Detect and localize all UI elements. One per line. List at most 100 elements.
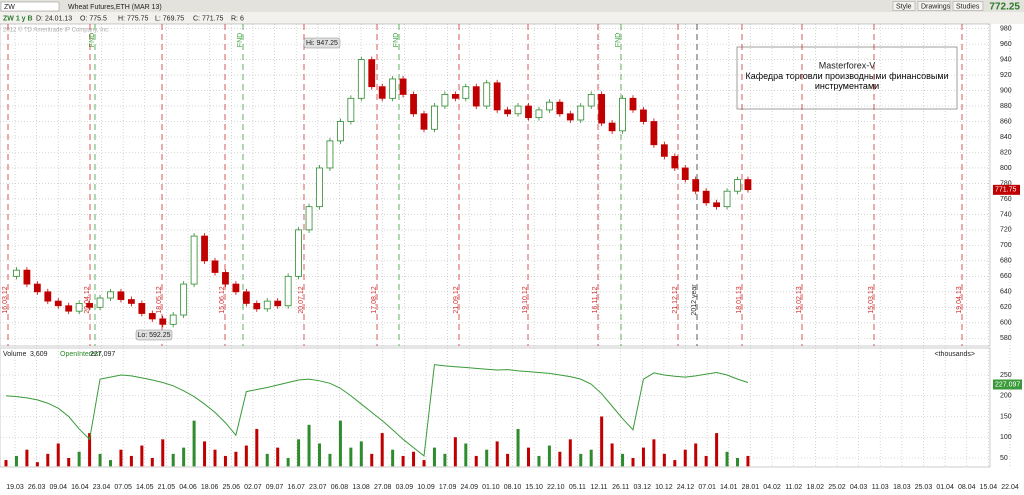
candle xyxy=(598,94,606,124)
volume-bar xyxy=(443,453,447,467)
event-label: 18.05.12 xyxy=(156,286,163,313)
toolbar-button[interactable] xyxy=(952,1,984,11)
x-tick-label: 14.05 xyxy=(136,484,154,491)
toolbar-button-label: Drawings xyxy=(921,3,951,10)
x-tick-label: 25.02 xyxy=(828,484,846,491)
candle xyxy=(441,94,449,107)
x-tick-label: 09.07 xyxy=(266,484,284,491)
candle xyxy=(127,299,135,304)
y-tick-label: 940 xyxy=(1000,56,1012,63)
y-tick-label: 900 xyxy=(1000,87,1012,94)
x-tick-label: 24.12 xyxy=(677,484,695,491)
volume-bar xyxy=(307,424,311,467)
event-label: 16.03.12 xyxy=(2,286,9,313)
volume-bar xyxy=(527,447,530,467)
info-bar xyxy=(0,12,1024,24)
volume-bar xyxy=(223,455,227,467)
candle xyxy=(420,113,428,130)
volume-header: 227,097 xyxy=(90,351,115,358)
candle xyxy=(263,300,271,310)
candle xyxy=(201,235,208,262)
candle xyxy=(148,313,156,320)
y-tick-label: 100 xyxy=(1000,434,1012,441)
volume-bar xyxy=(589,449,593,467)
candle xyxy=(504,109,512,115)
volume-bar xyxy=(150,458,154,467)
candle xyxy=(483,82,491,107)
y-tick-label: 50 xyxy=(1000,455,1008,462)
volume-bar xyxy=(46,453,50,467)
candle xyxy=(44,291,52,302)
x-tick-label: 18.06 xyxy=(201,484,219,491)
y-tick-label: 250 xyxy=(1000,372,1012,379)
volume-bar xyxy=(56,443,60,467)
y-tick-label: 780 xyxy=(1000,180,1012,187)
volume-panel xyxy=(0,347,991,468)
candle xyxy=(671,155,679,169)
volume-bar xyxy=(25,449,29,467)
y-tick-label: 640 xyxy=(1000,289,1012,296)
volume-bar xyxy=(129,455,133,467)
y-tick-label: 660 xyxy=(1000,273,1012,280)
symbol-input[interactable] xyxy=(0,1,60,12)
volume-bar xyxy=(621,453,625,467)
volume-bar xyxy=(234,451,238,467)
x-tick-label: 01.04 xyxy=(936,484,954,491)
annotation: Lo: 592.25 xyxy=(137,332,170,339)
candle xyxy=(117,291,125,300)
candle xyxy=(96,297,104,308)
volume-bar xyxy=(558,451,562,467)
oi-badge xyxy=(993,379,1022,390)
toolbar-button-label: Studies xyxy=(956,3,980,10)
volume-bar xyxy=(453,437,457,467)
candle xyxy=(640,109,647,122)
candle xyxy=(546,101,553,111)
volume-bar xyxy=(401,455,405,467)
candle xyxy=(650,121,658,146)
volume-bar xyxy=(4,460,8,467)
volume-bar xyxy=(161,439,165,467)
candle xyxy=(326,140,334,169)
volume-bar xyxy=(391,449,395,467)
event-label: 18.01.13 xyxy=(736,286,743,313)
candle xyxy=(357,59,365,99)
x-tick-label: 04.02 xyxy=(763,484,781,491)
description: Wheat Futures,ETH (MAR 13) xyxy=(68,4,162,11)
volume-bar xyxy=(432,447,436,467)
y-tick-label: 150 xyxy=(1000,413,1012,420)
x-tick-label: 09.04 xyxy=(49,484,67,491)
candle xyxy=(556,101,564,115)
toolbar-button[interactable] xyxy=(892,1,916,11)
y-tick-label: 620 xyxy=(1000,304,1012,311)
volume-bar xyxy=(182,447,186,467)
y-tick-label: 740 xyxy=(1000,211,1012,218)
volume-bar xyxy=(255,428,259,467)
candle xyxy=(431,105,438,130)
x-tick-label: 19.03 xyxy=(6,484,24,491)
volume-bar xyxy=(35,462,39,467)
x-tick-label: 12.11 xyxy=(591,484,608,491)
candle xyxy=(389,78,397,99)
volume-bar xyxy=(265,453,269,467)
candle xyxy=(378,86,386,99)
candle xyxy=(399,78,407,95)
y-tick-label: 860 xyxy=(1000,118,1012,125)
volume-bar xyxy=(547,445,551,467)
candle xyxy=(472,86,480,107)
candle xyxy=(734,179,741,192)
candle xyxy=(347,97,355,122)
annotation-box xyxy=(135,329,173,341)
volume-bar xyxy=(244,445,248,467)
volume-bar xyxy=(464,443,468,467)
fnd-label: FND xyxy=(615,33,622,47)
toolbar-button[interactable] xyxy=(917,1,951,11)
x-tick-label: 26.11 xyxy=(612,484,629,491)
volume-bar xyxy=(579,453,583,467)
volume-bar xyxy=(380,433,384,467)
candle xyxy=(514,105,522,115)
volume-bar xyxy=(119,449,123,467)
volume-header: OpenInterest xyxy=(60,351,101,358)
x-tick-label: 24.09 xyxy=(460,484,478,491)
x-tick-label: 22.04 xyxy=(1001,484,1019,491)
x-tick-label: 10.09 xyxy=(417,484,435,491)
